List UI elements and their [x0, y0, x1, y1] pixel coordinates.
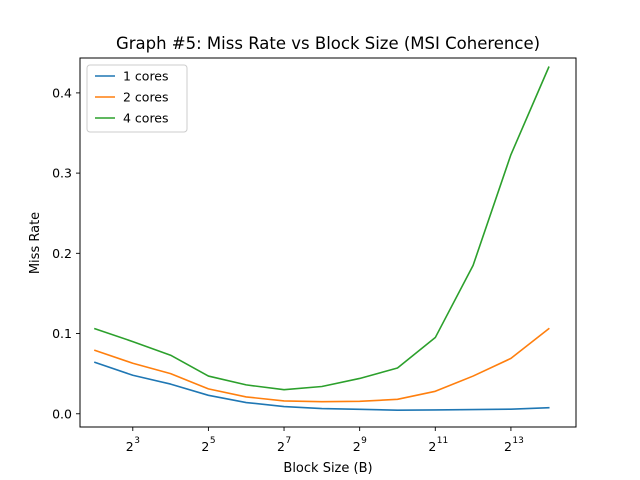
series-line-2 [93, 327, 550, 403]
x-tick-exponent: 5 [210, 436, 216, 446]
x-tick-label: 2 [504, 439, 512, 454]
x-tick-exponent: 13 [512, 436, 523, 446]
legend: 1 cores 2 cores 4 cores [86, 64, 188, 133]
x-tick-label: 2 [428, 439, 436, 454]
plot-area [93, 66, 550, 411]
x-tick-label: 2 [201, 439, 209, 454]
x-axis-label: Block Size (B) [283, 461, 372, 476]
axes: 2 3 2 5 2 7 2 9 2 11 2 130.00.10.20.30.4 [52, 85, 524, 454]
legend-label-1: 1 cores [123, 69, 169, 84]
y-tick-label: 0.0 [52, 406, 72, 421]
x-tick-label: 2 [277, 439, 285, 454]
y-tick-label: 0.4 [52, 85, 72, 100]
plot-frame [79, 57, 577, 428]
y-tick-label: 0.1 [52, 326, 72, 341]
x-tick-exponent: 11 [437, 436, 448, 446]
x-tick-label: 2 [353, 439, 361, 454]
legend-box [86, 64, 188, 133]
x-tick-label: 2 [126, 439, 134, 454]
series-line-3 [93, 66, 550, 391]
x-tick-exponent: 9 [361, 436, 367, 446]
y-tick-label: 0.2 [52, 246, 72, 261]
legend-label-2: 2 cores [123, 90, 169, 105]
series-line-1 [93, 361, 550, 411]
y-tick-label: 0.3 [52, 166, 72, 181]
chart-title: Graph #5: Miss Rate vs Block Size (MSI C… [116, 34, 540, 53]
x-tick-exponent: 3 [134, 436, 140, 446]
x-tick-exponent: 7 [286, 436, 292, 446]
legend-label-3: 4 cores [123, 111, 169, 126]
y-axis-label: Miss Rate [28, 212, 43, 274]
